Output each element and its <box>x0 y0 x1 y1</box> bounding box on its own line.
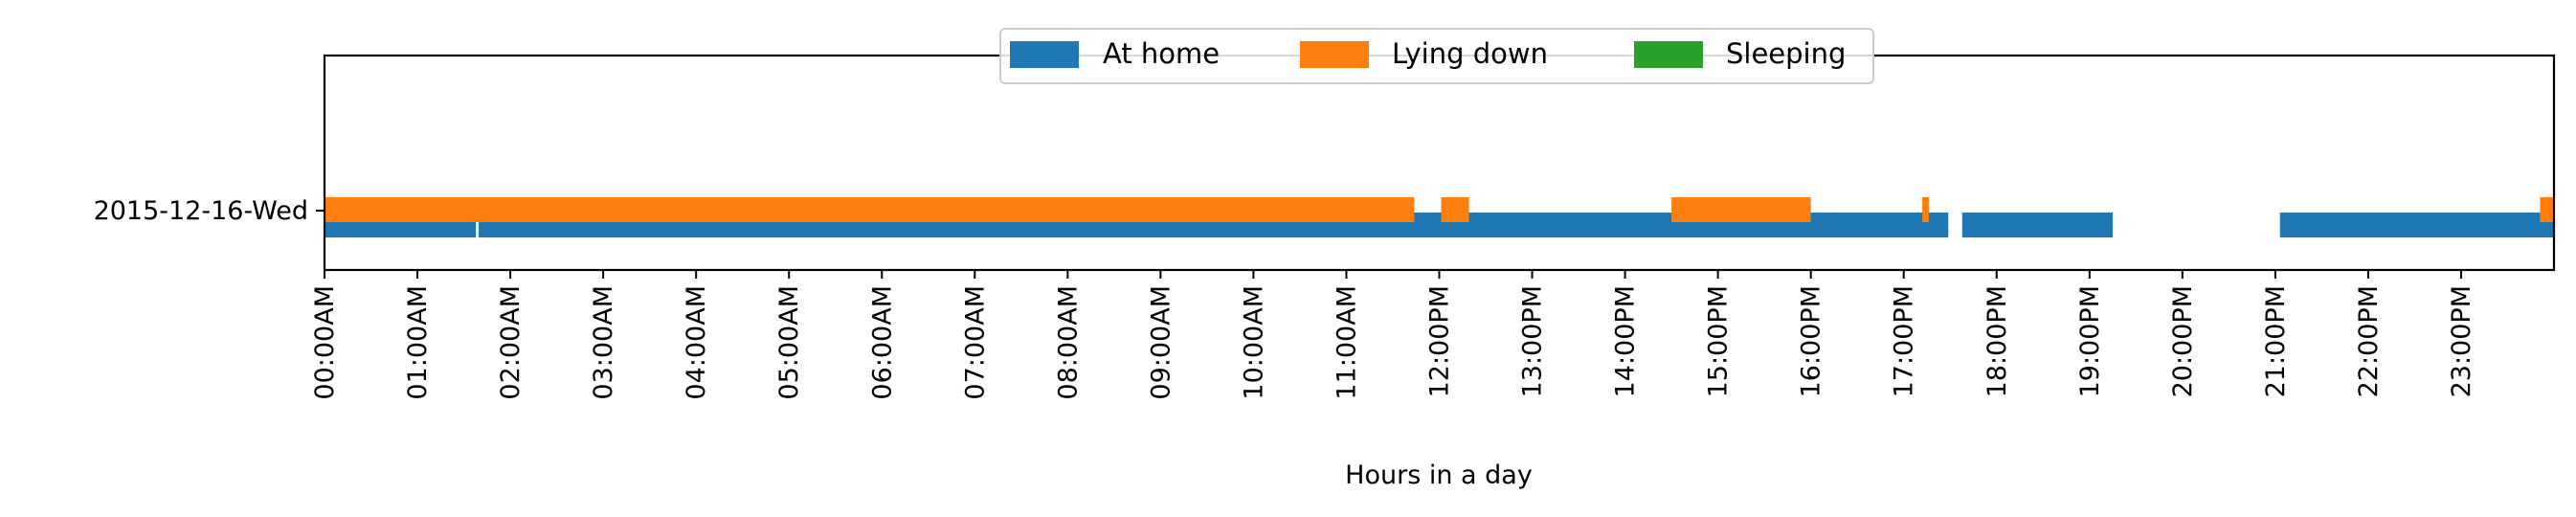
x-tick-label: 15:00PM <box>1704 285 1734 397</box>
y-axis: 2015-12-16-Wed <box>94 196 325 226</box>
x-tick-label: 19:00PM <box>2075 285 2105 397</box>
x-tick-label: 22:00PM <box>2354 285 2384 397</box>
x-tick-label: 00:00AM <box>310 285 340 400</box>
x-tick-label: 21:00PM <box>2261 285 2291 397</box>
legend-swatch <box>1010 41 1079 68</box>
x-axis-ticks: 00:00AM 01:00AM 02:00AM 03:00AM 04:00AM 05:00… <box>310 270 2476 400</box>
legend-swatch <box>1634 41 1703 68</box>
x-tick-label: 11:00AM <box>1332 285 1361 400</box>
legend-label: Sleeping <box>1726 37 1846 70</box>
legend: At home Lying down Sleeping <box>999 28 1874 84</box>
bar-lying-down <box>1922 197 1929 222</box>
x-tick-label: 02:00AM <box>496 285 526 400</box>
x-tick-label: 14:00PM <box>1611 285 1641 397</box>
legend-label: At home <box>1103 37 1220 70</box>
x-tick-label: 16:00PM <box>1797 285 1826 397</box>
y-tick-label: 2015-12-16-Wed <box>94 196 308 226</box>
bar-lying-down <box>1671 197 1811 222</box>
legend-label: Lying down <box>1392 37 1548 70</box>
legend-swatch <box>1300 41 1369 68</box>
x-tick-label: 10:00AM <box>1239 285 1268 400</box>
x-tick-label: 05:00AM <box>774 285 804 400</box>
x-tick-label: 06:00AM <box>867 285 897 400</box>
x-tick-label: 09:00AM <box>1146 285 1176 400</box>
bar-at-home <box>2279 213 2554 237</box>
bar-lying-down <box>2540 197 2554 222</box>
x-tick-label: 20:00PM <box>2168 285 2198 397</box>
x-tick-label: 01:00AM <box>403 285 433 400</box>
x-tick-label: 18:00PM <box>1982 285 2012 397</box>
bar-at-home <box>1961 213 2114 237</box>
x-tick-label: 12:00PM <box>1425 285 1455 397</box>
x-tick-label: 17:00PM <box>1890 285 1919 397</box>
bar-lying-down <box>1441 197 1469 222</box>
x-tick-label: 04:00AM <box>682 285 711 400</box>
bar-lying-down <box>325 197 1415 222</box>
x-tick-label: 07:00AM <box>960 285 990 400</box>
chart-marks <box>325 197 2554 237</box>
x-tick-label: 13:00PM <box>1518 285 1548 397</box>
x-tick-label: 23:00PM <box>2447 285 2476 397</box>
x-axis-label: Hours in a day <box>1345 461 1533 490</box>
x-tick-label: 08:00AM <box>1053 285 1083 400</box>
x-tick-label: 03:00AM <box>589 285 618 400</box>
